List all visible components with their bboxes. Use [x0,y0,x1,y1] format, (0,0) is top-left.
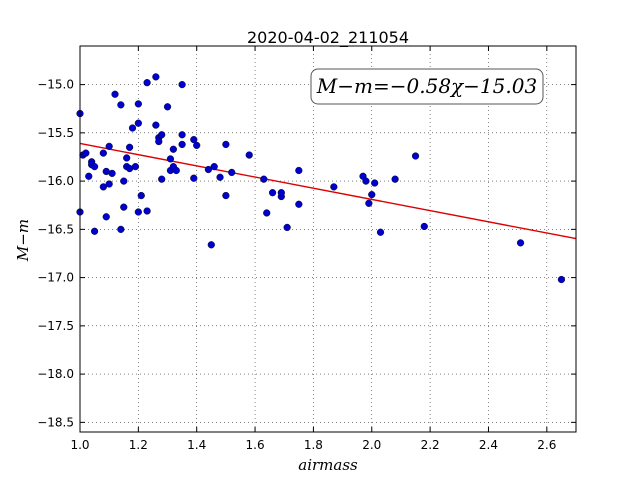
data-point [277,189,285,197]
data-point [120,203,128,211]
data-point [365,199,373,207]
x-tick-label: 2.6 [537,438,556,452]
data-point [245,151,253,159]
data-point [228,168,236,177]
data-point [108,169,116,177]
x-axis-label: airmass [298,456,358,474]
data-point [85,172,93,180]
equation-text: M−m=−0.58χ−15.03 [316,74,537,98]
data-point [143,79,151,87]
x-tick-label: 1.0 [70,438,89,452]
data-point [376,228,385,236]
data-point [391,175,399,183]
data-point [152,73,160,81]
data-point [420,222,428,231]
y-axis-label: M−m [14,219,32,262]
data-point [158,175,166,183]
y-tick-label: −15.0 [37,78,74,92]
data-point [371,179,379,187]
data-point [158,131,166,139]
data-point [283,223,291,232]
x-tick-labels: 1.0 1.2 1.4 1.6 1.8 2.0 2.2 2.4 2.6 [70,438,556,452]
fit-line [79,142,577,240]
x-tick-label: 1.8 [304,438,323,452]
y-tick-label: −18.5 [37,415,74,429]
chart-title: 2020-04-02_211054 [247,28,409,48]
data-point [126,143,134,151]
data-point [143,207,151,215]
data-point [163,103,172,111]
y-tick-label: −17.0 [37,271,74,285]
y-tick-label: −15.5 [37,126,74,140]
data-point [105,180,113,188]
y-tick-label: −18.0 [37,367,74,381]
data-point [216,173,224,181]
data-point [190,174,198,182]
data-point [137,191,145,200]
data-point [155,137,163,146]
data-point [411,152,420,160]
data-point [207,241,215,249]
data-point [123,154,131,162]
data-point [362,177,370,185]
data-point [134,208,142,216]
y-tick-label: −16.5 [37,222,74,236]
data-point [178,131,186,139]
x-tick-label: 1.2 [129,438,148,452]
data-point [193,141,201,149]
data-point [557,275,566,284]
data-point [117,225,125,233]
data-point [222,140,230,149]
y-tick-label: −16.0 [37,174,74,188]
data-point [260,175,268,183]
data-point [120,177,128,185]
data-point [117,101,125,109]
x-tick-label: 2.4 [479,438,498,452]
data-point [330,183,338,191]
x-tick-label: 2.0 [362,438,381,452]
data-point [152,121,160,129]
x-tick-label: 1.4 [187,438,206,452]
data-point [268,189,277,197]
data-point [295,166,303,175]
data-point [134,119,142,127]
data-point [204,165,212,174]
data-point [99,183,107,191]
x-tick-label: 2.2 [421,438,440,452]
data-point [90,163,99,171]
data-point [222,191,230,200]
data-points [76,73,566,284]
data-point [99,149,107,157]
ticks [79,46,576,432]
data-point [82,149,90,157]
data-point [134,100,142,108]
data-point [210,163,218,171]
plot-frame [79,45,577,433]
equation-box: M−m=−0.58χ−15.03 [310,68,544,105]
data-point [295,200,303,208]
y-tick-label: −17.5 [37,319,74,333]
fit-line-group [79,142,577,240]
data-point [105,142,113,150]
data-point [169,145,177,153]
data-point [368,191,376,199]
data-point [102,213,110,221]
data-point [516,239,525,247]
data-point [166,155,175,163]
data-point [90,227,99,235]
data-point [178,80,186,89]
data-point [111,90,119,98]
data-point [131,163,140,171]
data-point [128,124,137,132]
data-point [263,209,271,217]
data-point [178,140,186,149]
equation-box-frame [310,68,544,105]
data-point [172,166,180,175]
y-tick-labels: −15.0 −15.5 −16.0 −16.5 −17.0 −17.5 −18.0 −18.5 [37,78,74,430]
data-point [190,136,198,144]
x-tick-label: 1.6 [246,438,265,452]
